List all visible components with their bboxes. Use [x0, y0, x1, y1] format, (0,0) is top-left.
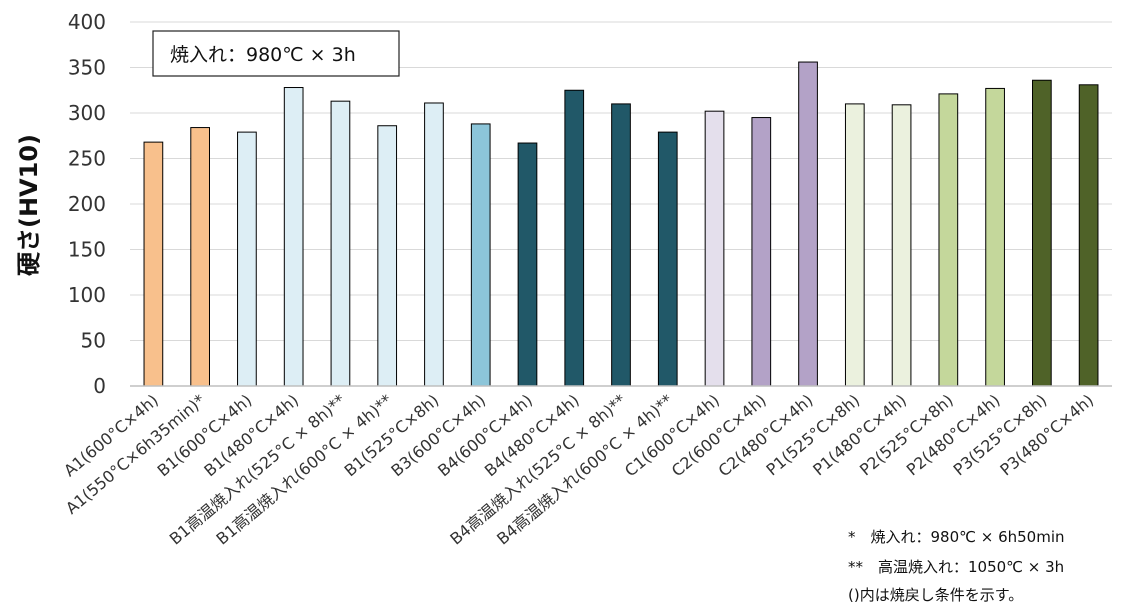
y-axis-label: 硬さ(HV10): [15, 134, 43, 276]
y-tick-label: 300: [68, 101, 106, 125]
bar: [424, 102, 444, 387]
bar: [283, 87, 304, 387]
y-tick-label: 50: [81, 329, 106, 353]
category-labels: A1(600°C×4h)A1(550°C×6h35min)*B1(600°C×4…: [60, 391, 1097, 549]
note-double-star: ** 高温焼入れ：1050℃ × 3h: [848, 558, 1065, 576]
condition-box: [152, 30, 400, 77]
bar: [377, 125, 398, 387]
y-tick-label: 200: [68, 192, 106, 216]
bars: [143, 61, 1099, 387]
bar: [751, 117, 772, 387]
y-tick-label: 100: [68, 283, 106, 307]
y-tick-label: 0: [93, 374, 106, 398]
bar: [564, 89, 585, 387]
bar: [470, 123, 491, 387]
bar: [1032, 79, 1052, 387]
bar: [798, 61, 818, 387]
y-tick-label: 350: [68, 56, 106, 80]
note-single-star: * 焼入れ：980℃ × 6h50min: [848, 528, 1065, 546]
condition-box-label: 焼入れ：980℃ × 3h: [170, 44, 356, 66]
bar: [1078, 84, 1099, 387]
note-conditions: ()内は焼戻し条件を示す。: [848, 586, 1024, 604]
bar: [517, 142, 538, 387]
bar: [657, 131, 678, 387]
y-tick-label: 250: [68, 147, 106, 171]
bar: [190, 127, 210, 387]
bar: [237, 131, 257, 387]
bar: [938, 93, 959, 387]
bar: [985, 87, 1005, 387]
bar: [891, 104, 912, 387]
y-tick-labels: 0 50 100 150 200 250 300 350 400: [68, 10, 106, 398]
bar: [143, 141, 164, 387]
bar: [611, 103, 631, 387]
y-tick-label: 400: [68, 10, 106, 34]
bar: [844, 103, 865, 387]
bar: [330, 100, 351, 387]
bar: [704, 110, 725, 387]
y-tick-label: 150: [68, 238, 106, 262]
